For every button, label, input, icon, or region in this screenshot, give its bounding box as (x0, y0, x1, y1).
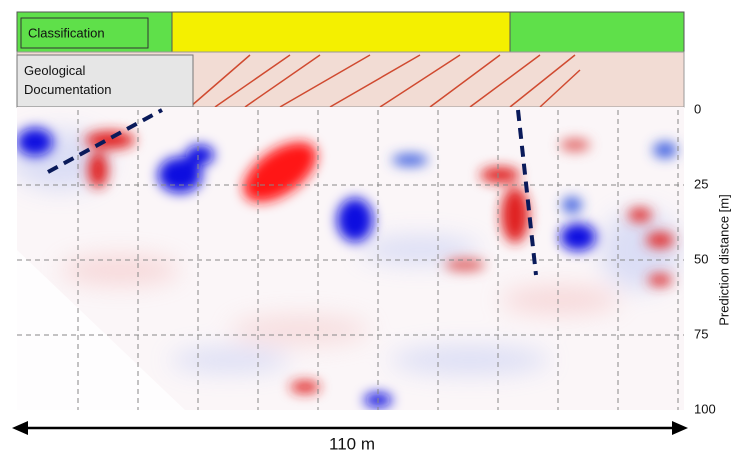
class-fair (172, 12, 510, 52)
y-tick-label: 100 (694, 401, 716, 416)
span-label: 110 m (329, 434, 375, 453)
classification-label: Classification (28, 25, 105, 40)
y-tick-label: 50 (694, 251, 708, 266)
arrow-head (12, 421, 28, 435)
y-axis-label: Prediction distance [m] (716, 194, 731, 326)
class-good (510, 12, 684, 52)
y-tick-label: 0 (694, 101, 701, 116)
y-tick-label: 75 (694, 326, 708, 341)
page: Classification GeologicalDocumentation (0, 0, 735, 457)
figure: Classification GeologicalDocumentation (0, 0, 735, 457)
arrow-head (672, 421, 688, 435)
y-tick-label: 25 (694, 176, 708, 191)
